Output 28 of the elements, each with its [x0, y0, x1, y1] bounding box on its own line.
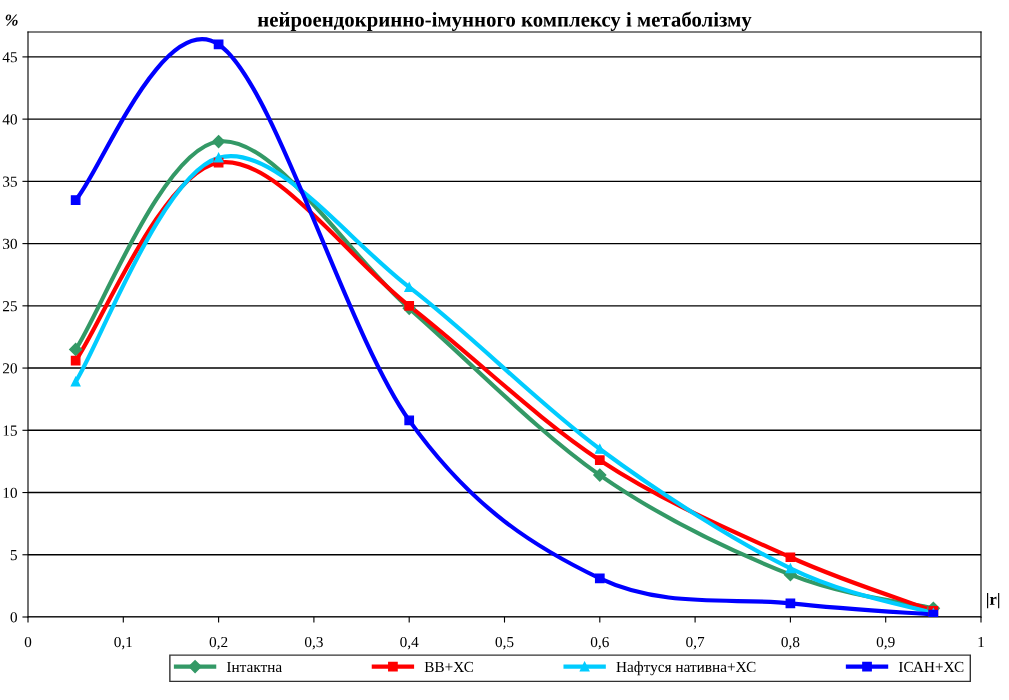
y-tick-label: 35: [3, 176, 17, 187]
y-tick-label: 5: [10, 550, 17, 561]
legend-label: ІСАН+ХС: [898, 661, 964, 673]
x-axis-title: |r|: [987, 593, 1000, 609]
y-tick-label: 10: [3, 487, 17, 498]
legend-label: Інтактна: [226, 661, 282, 673]
y-tick-label: 30: [3, 238, 17, 250]
x-tick-label: 0,6: [590, 636, 609, 650]
legend-label: ВВ+ХС: [424, 661, 474, 673]
y-tick-label: 25: [2, 301, 17, 312]
y-tick-label: 0: [10, 612, 17, 623]
y-tick-label: 40: [2, 114, 17, 125]
y-tick-label: 20: [2, 363, 17, 374]
x-tick-label: 0,7: [686, 636, 705, 650]
x-tick-label: 0,5: [495, 636, 514, 650]
y-tick-label: 45: [2, 52, 17, 63]
x-tick-label: 0: [24, 636, 32, 648]
legend-label: Нафтуся нативна+ХС: [616, 661, 756, 676]
x-tick-label: 0,9: [876, 636, 895, 650]
x-tick-label: 0,8: [781, 636, 800, 650]
y-tick-label: 15: [3, 425, 17, 436]
x-tick-label: 0,4: [400, 636, 419, 650]
x-tick-label: 0,3: [304, 636, 323, 650]
y-axis-title: %: [5, 14, 18, 26]
x-tick-label: 0,2: [209, 636, 228, 650]
x-tick-label: 1: [978, 636, 984, 648]
x-tick-label: 0,1: [114, 636, 132, 650]
chart-title: нейроендокринно-імунного комплексу і метаболізму: [257, 11, 752, 31]
